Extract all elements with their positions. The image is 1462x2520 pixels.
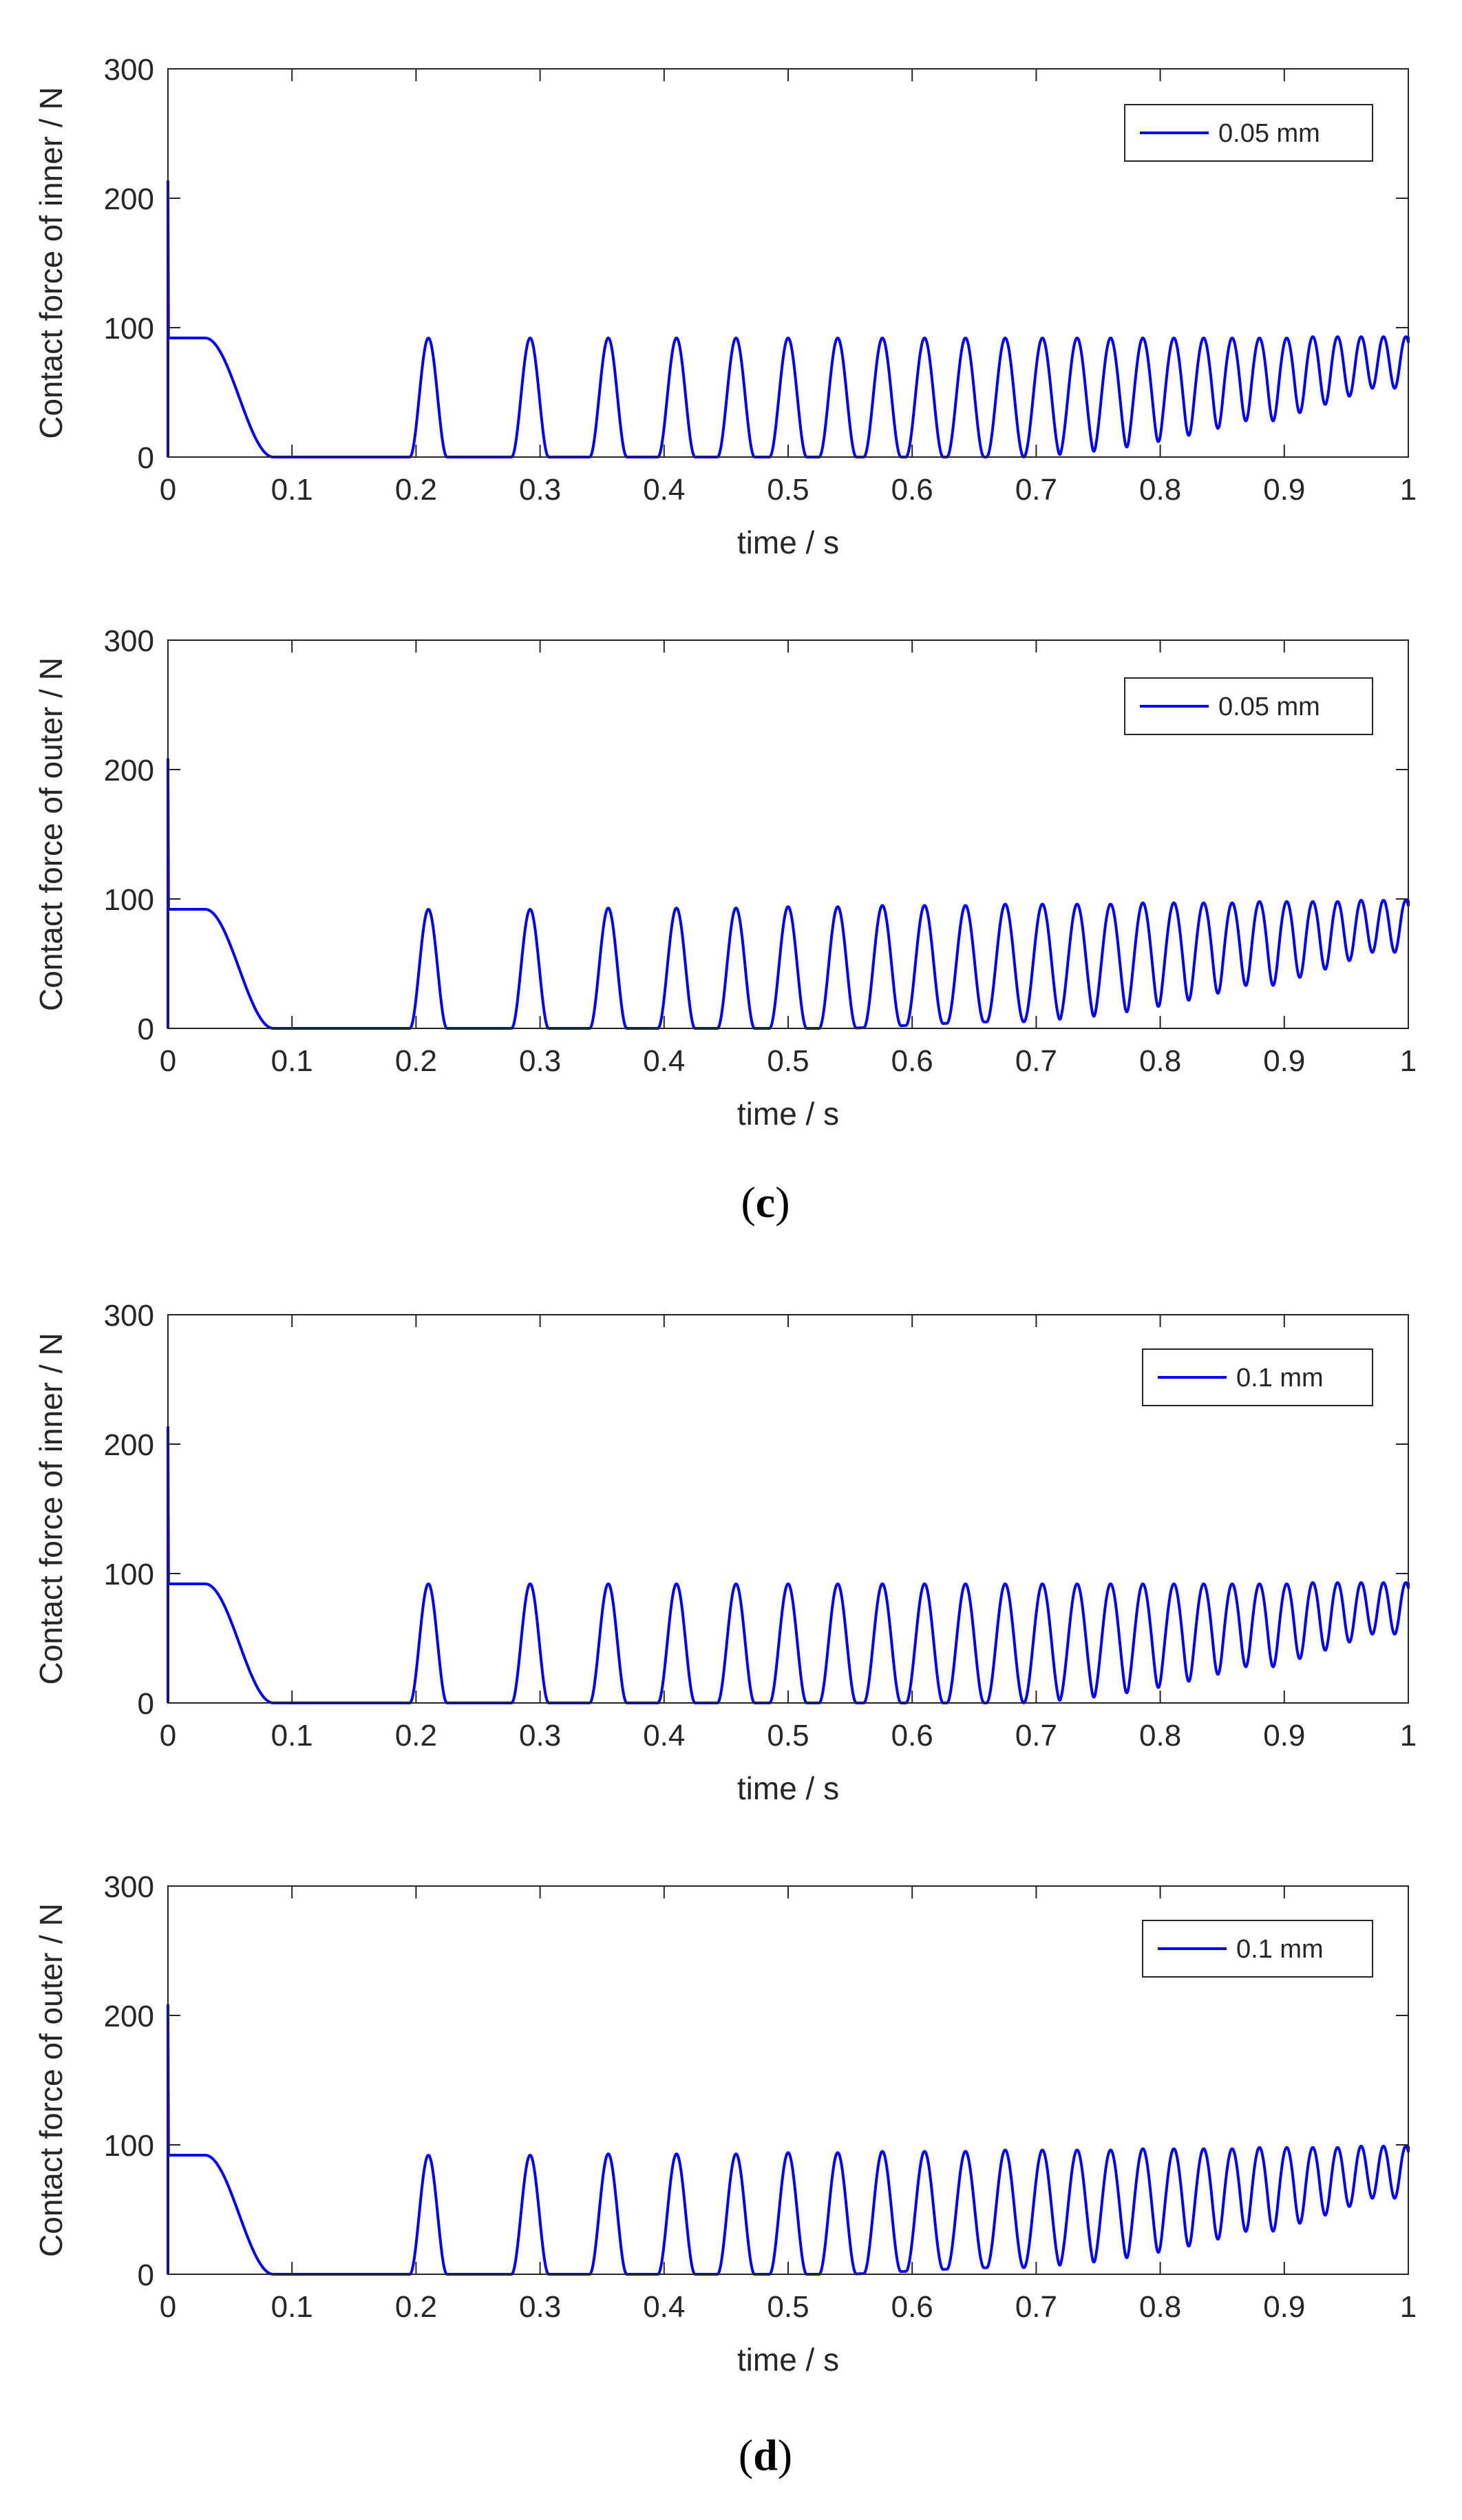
y-tick-label: 200 xyxy=(104,182,154,216)
x-tick-label: 0.9 xyxy=(1263,1719,1305,1753)
x-tick-label: 0.6 xyxy=(891,473,933,507)
y-tick-label: 100 xyxy=(104,312,154,346)
x-tick-label: 0.4 xyxy=(643,473,685,507)
x-tick-label: 0.1 xyxy=(271,473,313,507)
x-tick-label: 0.9 xyxy=(1263,473,1305,507)
chart-3: 0 0.1 0.2 0.3 0.4 0.5 0.6 0.7 0.8 0.9 1 0 100 200 300 t… xyxy=(33,1299,1417,1806)
x-tick-label: 0 xyxy=(160,1044,176,1078)
x-tick-label: 0.6 xyxy=(891,1719,933,1753)
y-tick-label: 200 xyxy=(104,1428,154,1462)
x-axis-label: time / s xyxy=(737,2342,839,2378)
x-tick-label: 0.8 xyxy=(1139,2290,1181,2324)
y-tick-label: 100 xyxy=(104,1558,154,1591)
x-tick-label: 0.4 xyxy=(643,1719,685,1753)
series-line xyxy=(167,180,1410,458)
chart-4: 0 0.1 0.2 0.3 0.4 0.5 0.6 0.7 0.8 0.9 1 0 100 200 300 t… xyxy=(33,1870,1417,2378)
y-tick-label: 300 xyxy=(104,1299,154,1333)
x-tick-label: 1 xyxy=(1400,473,1417,507)
x-tick-label: 1 xyxy=(1400,1044,1417,1078)
x-tick-label: 0.2 xyxy=(395,1044,437,1078)
series-line xyxy=(167,757,1410,1030)
x-tick-label: 0.5 xyxy=(767,2290,809,2324)
y-tick-label: 100 xyxy=(104,883,154,917)
legend: 0.05 mm xyxy=(1124,677,1373,735)
legend: 0.1 mm xyxy=(1142,1920,1373,1978)
x-tick-label: 0.2 xyxy=(395,2290,437,2324)
x-tick-label: 0.9 xyxy=(1263,2290,1305,2324)
legend-label: 0.05 mm xyxy=(1218,692,1320,721)
x-tick-label: 0.8 xyxy=(1139,473,1181,507)
x-tick-label: 0.9 xyxy=(1263,1044,1305,1078)
x-tick-label: 0.7 xyxy=(1015,473,1057,507)
x-axis-label: time / s xyxy=(737,1770,839,1806)
y-tick-label: 300 xyxy=(104,624,154,658)
caption-d: (d) xyxy=(738,2431,793,2479)
x-tick-label: 0.4 xyxy=(643,1044,685,1078)
legend: 0.1 mm xyxy=(1142,1348,1373,1406)
chart-1: 0 0.1 0.2 0.3 0.4 0.5 0.6 0.7 0.8 0.9 1 0 100 200 300 t… xyxy=(33,53,1417,560)
x-tick-label: 0 xyxy=(160,2290,176,2324)
x-tick-label: 0 xyxy=(160,473,176,507)
x-tick-label: 0.4 xyxy=(643,2290,685,2324)
legend: 0.05 mm xyxy=(1124,104,1373,162)
caption-d-letter: d xyxy=(753,2431,778,2479)
x-tick-label: 0.5 xyxy=(767,473,809,507)
caption-c: (c) xyxy=(741,1178,790,1227)
x-tick-label: 0.7 xyxy=(1015,1044,1057,1078)
y-tick-label: 300 xyxy=(104,53,154,87)
y-tick-label: 0 xyxy=(138,1013,154,1046)
y-tick-label: 0 xyxy=(138,1687,154,1721)
series-line xyxy=(167,1426,1410,1704)
y-tick-label: 200 xyxy=(104,2000,154,2033)
x-tick-label: 0.3 xyxy=(519,1044,561,1078)
y-tick-label: 0 xyxy=(138,2258,154,2292)
y-tick-label: 200 xyxy=(104,754,154,787)
x-tick-label: 0.7 xyxy=(1015,1719,1057,1753)
x-tick-label: 0.3 xyxy=(519,2290,561,2324)
x-tick-label: 0.2 xyxy=(395,473,437,507)
x-tick-label: 0.7 xyxy=(1015,2290,1057,2324)
legend-label: 0.05 mm xyxy=(1218,119,1320,148)
x-axis-label: time / s xyxy=(737,525,839,560)
x-tick-label: 1 xyxy=(1400,1719,1417,1753)
y-axis-label: Contact force of inner / N xyxy=(33,1333,69,1684)
y-tick-label: 300 xyxy=(104,1870,154,1904)
y-axis-label: Contact force of outer / N xyxy=(33,1903,69,2257)
x-tick-label: 0.2 xyxy=(395,1719,437,1753)
x-tick-label: 0.1 xyxy=(271,1044,313,1078)
x-tick-label: 0.6 xyxy=(891,1044,933,1078)
x-tick-label: 0.6 xyxy=(891,2290,933,2324)
x-tick-label: 0 xyxy=(160,1719,176,1753)
x-tick-label: 1 xyxy=(1400,2290,1417,2324)
x-tick-label: 0.3 xyxy=(519,473,561,507)
chart-2: 0 0.1 0.2 0.3 0.4 0.5 0.6 0.7 0.8 0.9 1 0 100 200 300 t… xyxy=(33,624,1417,1132)
series-line xyxy=(167,2003,1410,2276)
legend-label: 0.1 mm xyxy=(1236,1935,1324,1964)
x-tick-label: 0.1 xyxy=(271,1719,313,1753)
x-tick-label: 0.8 xyxy=(1139,1044,1181,1078)
x-tick-label: 0.5 xyxy=(767,1719,809,1753)
x-tick-label: 0.1 xyxy=(271,2290,313,2324)
y-axis-label: Contact force of inner / N xyxy=(33,87,69,438)
x-tick-label: 0.8 xyxy=(1139,1719,1181,1753)
caption-c-letter: c xyxy=(755,1178,776,1227)
x-tick-label: 0.3 xyxy=(519,1719,561,1753)
y-tick-label: 0 xyxy=(138,441,154,475)
legend-label: 0.1 mm xyxy=(1236,1364,1324,1393)
x-axis-label: time / s xyxy=(737,1096,839,1132)
x-tick-label: 0.5 xyxy=(767,1044,809,1078)
y-axis-label: Contact force of outer / N xyxy=(33,657,69,1011)
y-tick-label: 100 xyxy=(104,2129,154,2163)
